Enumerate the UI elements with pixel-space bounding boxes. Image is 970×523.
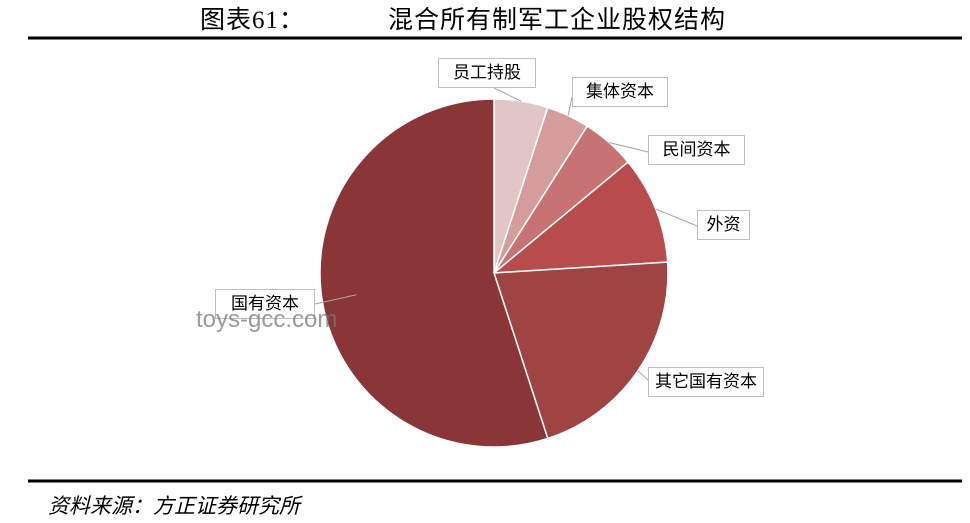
leader-line bbox=[314, 294, 357, 305]
leader-line bbox=[655, 208, 698, 227]
source: 资料来源：方正证券研究所 bbox=[48, 494, 300, 518]
pie-slice bbox=[319, 98, 549, 448]
slice-label: 民间资本 bbox=[648, 135, 745, 165]
pie-slice bbox=[492, 261, 669, 440]
leader-line bbox=[608, 141, 649, 153]
leader-line bbox=[493, 87, 522, 102]
pie-slice bbox=[491, 161, 669, 274]
slice-label: 国有资本 bbox=[215, 289, 315, 319]
slice-label: 集体资本 bbox=[572, 77, 668, 107]
leaders bbox=[314, 87, 698, 381]
chart-title: 混合所有制军工企业股权结构 bbox=[388, 7, 727, 34]
slice-label: 其它国有资本 bbox=[648, 367, 764, 397]
watermark: toys-gcc.com bbox=[196, 306, 338, 333]
leader-line bbox=[567, 96, 573, 116]
slice-label: 外资 bbox=[697, 210, 750, 240]
pie bbox=[319, 98, 669, 448]
slice-label: 员工持股 bbox=[438, 58, 536, 88]
leader-line bbox=[637, 370, 649, 381]
title-label: 图表61： bbox=[200, 7, 306, 34]
